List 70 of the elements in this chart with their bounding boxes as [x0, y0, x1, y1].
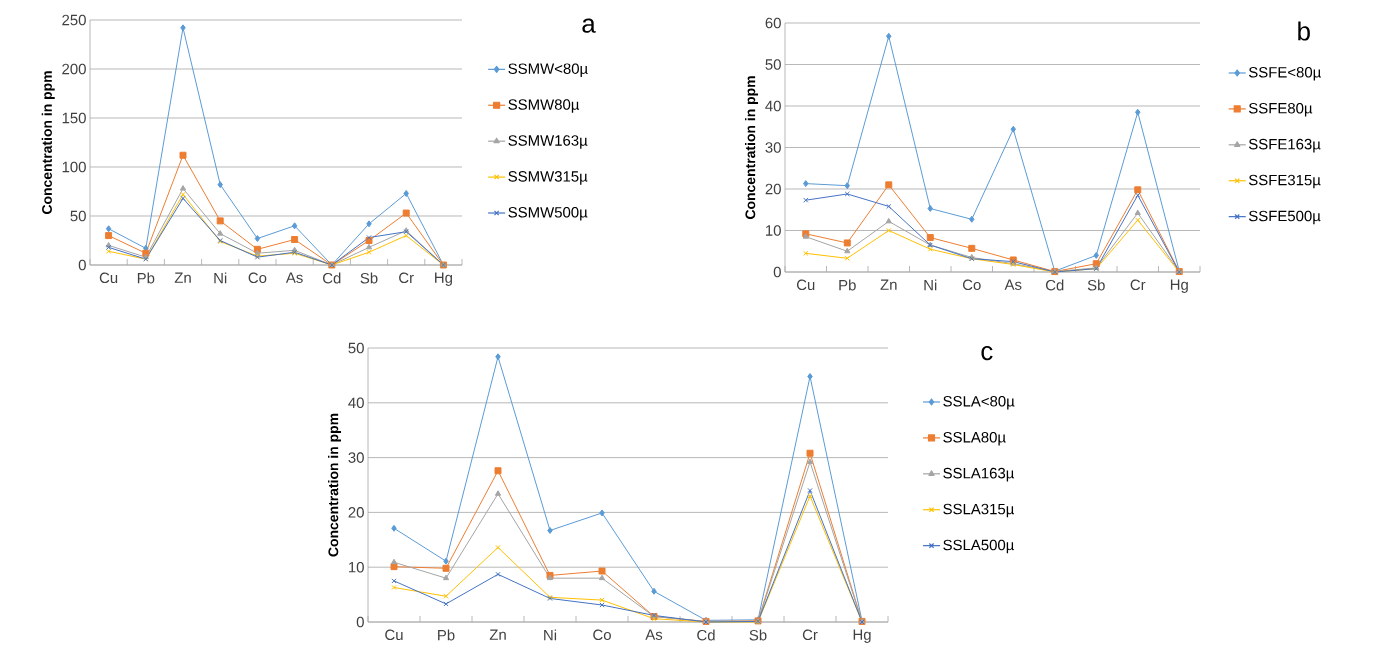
text: a	[582, 18, 596, 33]
x-tick-label: As	[285, 272, 303, 283]
y-tick-label: 50	[765, 59, 781, 70]
x-tick-label: Cu	[385, 629, 403, 641]
x-tick-label: Cr	[1130, 279, 1146, 291]
x-tick-label: Cr	[802, 629, 818, 641]
y-tick-label: 0	[78, 259, 86, 271]
y-tick-label: 10	[349, 561, 364, 573]
legend-label: SSFE163µ	[1248, 138, 1321, 153]
x-tick-label: As	[645, 629, 663, 640]
legend-label: SSMW<80µ	[508, 63, 588, 77]
x-tick-label: Co	[248, 272, 267, 284]
x-tick-label: Sb	[749, 629, 767, 641]
legend-label: SSFE500µ	[1248, 210, 1321, 225]
x-tick-label: Ni	[214, 272, 227, 284]
legend-label: SSLA500µ	[943, 539, 1015, 554]
x-tick-label: Zn	[174, 272, 191, 283]
x-tick-label: Cd	[1045, 279, 1064, 291]
text: c	[981, 346, 993, 361]
x-tick-label: Cu	[99, 272, 118, 284]
x-tick-label: Hg	[1170, 279, 1188, 293]
y-axis-title: Concentration in ppm	[745, 76, 759, 219]
y-tick-label: 20	[765, 183, 781, 195]
x-tick-label: Zn	[880, 279, 897, 290]
legend-label: SSMW163µ	[508, 135, 588, 149]
y-tick-label: 30	[765, 142, 781, 153]
y-tick-label: 10	[766, 225, 781, 236]
y-tick-label: 50	[70, 210, 86, 222]
x-tick-label: Sb	[360, 272, 378, 284]
y-tick-label: 0	[773, 266, 781, 278]
y-tick-label: 250	[62, 14, 86, 26]
legend-label: SSFE315µ	[1248, 174, 1321, 189]
x-tick-label: Sb	[1087, 279, 1105, 291]
legend-label: SSMW500µ	[508, 207, 588, 221]
y-tick-label: 60	[765, 17, 781, 29]
y-tick-label: 20	[348, 507, 364, 518]
x-tick-label: Cr	[399, 272, 414, 284]
legend-label: SSLA<80µ	[943, 396, 1015, 410]
y-tick-label: 150	[62, 112, 86, 124]
x-tick-label: Co	[593, 629, 611, 641]
x-tick-label: Cd	[697, 629, 715, 641]
y-tick-label: 40	[348, 397, 364, 409]
x-tick-label: Pb	[137, 272, 155, 284]
legend-label: SSMW315µ	[508, 171, 588, 185]
y-tick-label: 50	[348, 342, 364, 354]
text: b	[1298, 21, 1310, 41]
y-tick-label: 30	[348, 452, 364, 463]
x-tick-label: Hg	[435, 272, 452, 286]
x-tick-label: Co	[962, 279, 981, 291]
x-tick-label: Ni	[544, 629, 557, 641]
legend-label: SSLA315µ	[943, 503, 1015, 518]
x-tick-label: As	[1004, 279, 1022, 290]
y-tick-label: 0	[356, 616, 364, 628]
legend-label: SSLA163µ	[943, 467, 1015, 482]
legend-label: SSFE80µ	[1248, 102, 1313, 117]
y-tick-label: 40	[765, 100, 781, 112]
x-tick-label: Ni	[924, 279, 937, 291]
y-tick-label: 100	[62, 161, 86, 173]
y-axis-title: Concentration in ppm	[328, 413, 342, 557]
x-tick-label: Cu	[796, 279, 815, 291]
y-axis-title: Concentration in ppm	[41, 71, 55, 214]
x-tick-label: Hg	[853, 629, 871, 643]
x-tick-label: Pb	[839, 279, 856, 291]
x-tick-label: Pb	[438, 629, 455, 641]
legend-label: SSMW80µ	[508, 99, 580, 113]
legend-label: SSLA80µ	[943, 431, 1006, 446]
legend-label: SSFE<80µ	[1248, 67, 1321, 81]
y-tick-label: 200	[62, 63, 86, 75]
x-tick-label: Cd	[323, 272, 341, 284]
x-tick-label: Zn	[489, 629, 506, 640]
